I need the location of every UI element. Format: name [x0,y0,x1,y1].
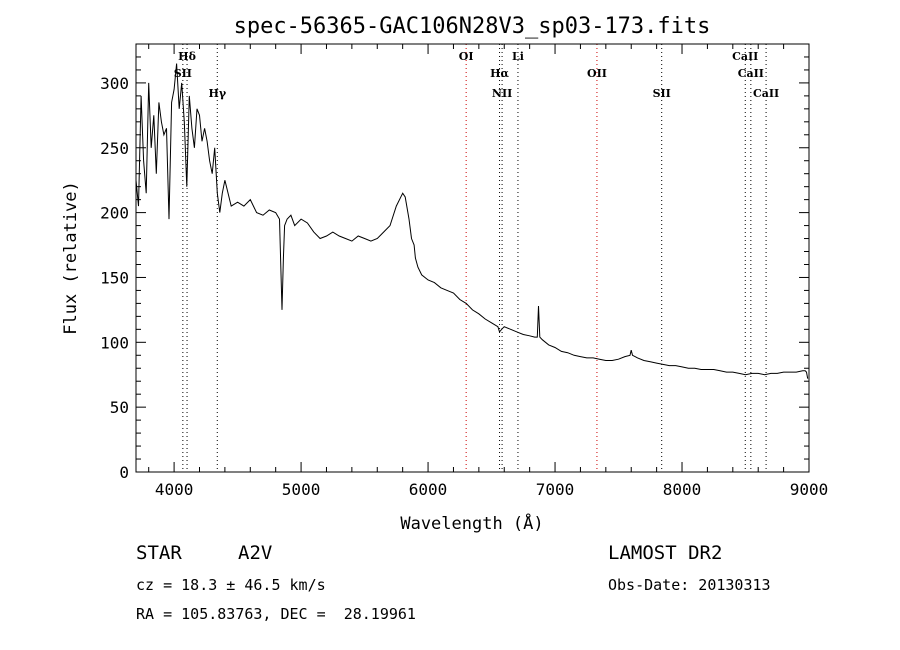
y-tick-label: 0 [119,463,129,482]
line-marker-label: CaII [738,67,764,80]
y-tick-label: 250 [100,139,129,158]
x-tick-label: 4000 [155,480,194,499]
spectrum-chart: spec-56365-GAC106N28V3_sp03-173.fits Hδ S… [61,14,829,534]
x-axis-label: Wavelength (Å) [400,512,543,534]
spectrum-line [135,63,809,379]
survey-name: LAMOST DR2 [608,542,723,564]
y-tick-label: 200 [100,204,129,223]
line-marker-label: SII [653,87,671,100]
line-marker-label: SII [174,67,192,80]
plot-frame [135,43,810,473]
redshift-text: cz = 18.3 ± 46.5 km/s [136,576,326,594]
chart-title: spec-56365-GAC106N28V3_sp03-173.fits [234,14,711,39]
line-marker-label: OII [587,67,607,80]
line-marker-label: OI [459,50,474,63]
y-tick-label: 50 [110,398,129,417]
x-tick-label: 8000 [663,480,702,499]
x-tick-label: 9000 [790,480,829,499]
y-tick-label: 300 [100,74,129,93]
emission-line-markers: Hδ SII Hγ OI Hα NII Li OII SII CaII CaII CaII [174,44,779,472]
y-tick-label: 150 [100,268,129,287]
x-tick-label: 6000 [409,480,448,499]
axis-ticks: 4000 5000 6000 7000 8000 9000 0 50 100 150 200 250 3… [100,43,829,499]
obs-date: Obs-Date: 20130313 [608,576,771,594]
line-marker-label: Hδ [178,50,196,63]
coordinates: RA = 105.83763, DEC = 28.19961 [136,605,416,623]
x-tick-label: 5000 [282,480,321,499]
y-tick-label: 100 [100,333,129,352]
object-class: STAR [136,542,182,564]
line-marker-label: Hγ [208,87,226,100]
object-subclass: A2V [238,542,273,564]
x-tick-label: 7000 [536,480,575,499]
y-axis-label: Flux (relative) [61,181,81,335]
line-marker-label: Li [512,50,524,63]
line-marker-label: CaII [753,87,779,100]
line-marker-label: CaII [732,50,758,63]
line-marker-label: Hα [490,67,509,80]
line-marker-label: NII [492,87,512,100]
